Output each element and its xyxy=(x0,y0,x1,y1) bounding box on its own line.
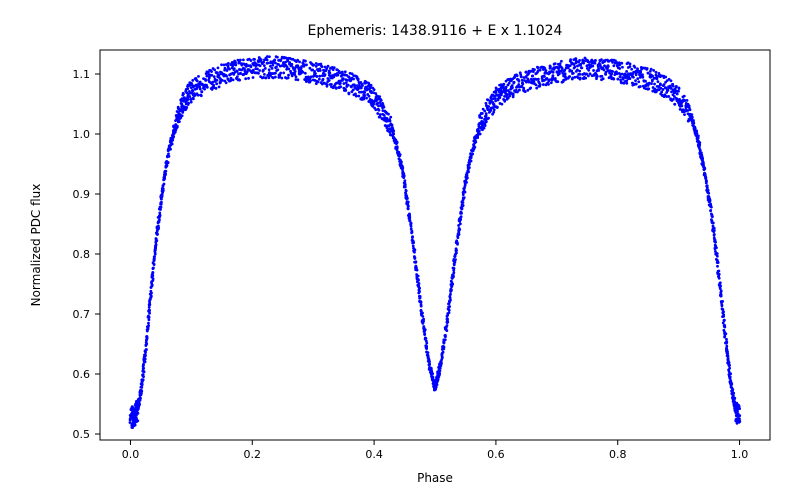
y-axis-label: Normalized PDC flux xyxy=(29,184,43,307)
svg-text:0.5: 0.5 xyxy=(73,428,91,441)
svg-text:1.0: 1.0 xyxy=(731,448,749,461)
svg-text:0.7: 0.7 xyxy=(73,308,91,321)
chart-container: 0.0 0.2 0.4 0.6 0.8 1.0 0.5 0.6 0.7 0.8 0.9 1.0 1.1 P… xyxy=(0,0,800,500)
chart-title: Ephemeris: 1438.9116 + E x 1.1024 xyxy=(308,23,563,39)
svg-text:0.4: 0.4 xyxy=(365,448,383,461)
svg-text:0.6: 0.6 xyxy=(73,368,91,381)
svg-text:0.9: 0.9 xyxy=(73,188,91,201)
svg-text:1.0: 1.0 xyxy=(73,128,91,141)
svg-text:0.8: 0.8 xyxy=(73,248,91,261)
svg-text:0.6: 0.6 xyxy=(487,448,505,461)
svg-text:0.8: 0.8 xyxy=(609,448,627,461)
svg-text:0.0: 0.0 xyxy=(122,448,140,461)
light-curve-chart: 0.0 0.2 0.4 0.6 0.8 1.0 0.5 0.6 0.7 0.8 0.9 1.0 1.1 P… xyxy=(0,0,800,500)
x-axis-label: Phase xyxy=(417,471,453,485)
svg-text:0.2: 0.2 xyxy=(244,448,262,461)
svg-text:1.1: 1.1 xyxy=(73,68,91,81)
